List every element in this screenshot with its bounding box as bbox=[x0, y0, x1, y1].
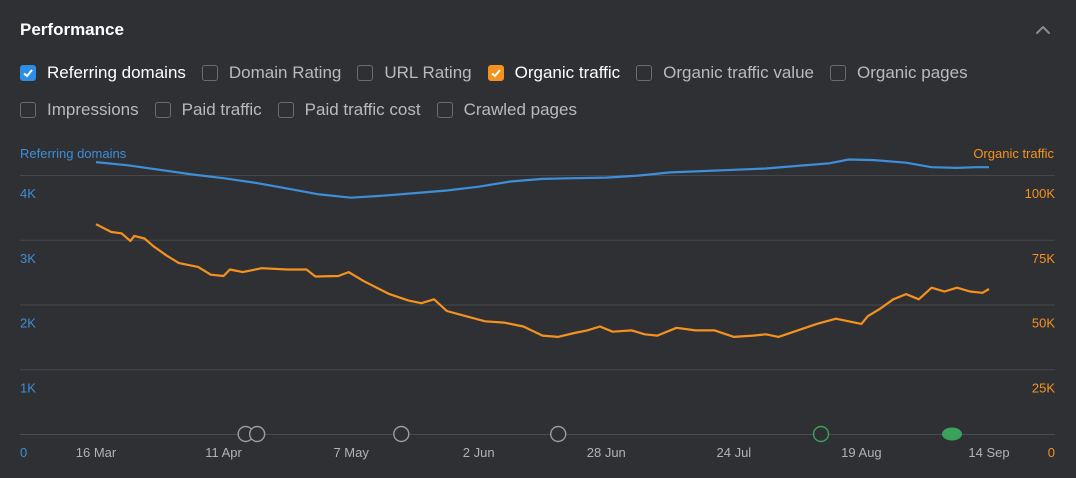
checkbox[interactable] bbox=[20, 102, 36, 118]
left-axis-tick: 1K bbox=[20, 380, 36, 395]
x-axis-tick: 11 Apr bbox=[205, 445, 242, 460]
checkbox[interactable] bbox=[201, 65, 218, 81]
checkbox[interactable] bbox=[277, 102, 294, 118]
metric-paid-traffic-cost[interactable]: Paid traffic cost bbox=[277, 100, 421, 120]
x-axis-tick: 14 Sep bbox=[968, 445, 1009, 460]
metric-crawled-pages[interactable]: Crawled pages bbox=[436, 100, 577, 120]
checkbox[interactable] bbox=[154, 102, 171, 118]
metric-organic-traffic-value[interactable]: Organic traffic value bbox=[636, 63, 814, 83]
metric-paid-traffic[interactable]: Paid traffic bbox=[154, 100, 262, 120]
chevron-up-icon bbox=[1036, 26, 1050, 34]
metric-referring-domains[interactable]: Referring domains bbox=[20, 63, 186, 83]
google-update-icon bbox=[248, 425, 266, 443]
metric-organic-traffic[interactable]: Organic traffic bbox=[487, 63, 621, 83]
right-axis-tick: 0 bbox=[1048, 445, 1055, 460]
x-axis-tick: 19 Aug bbox=[841, 445, 882, 460]
metric-label: Domain Rating bbox=[228, 63, 342, 82]
right-axis-tick: 50K bbox=[1032, 316, 1055, 331]
right-axis-tick: 100K bbox=[1025, 186, 1056, 201]
metric-label: URL Rating bbox=[384, 63, 472, 82]
left-axis-tick: 4K bbox=[20, 186, 36, 201]
checkbox[interactable] bbox=[357, 65, 374, 81]
annotation-marker-icon bbox=[942, 427, 962, 441]
metric-url-rating[interactable]: URL Rating bbox=[357, 63, 472, 83]
metric-label: Paid traffic bbox=[181, 100, 262, 119]
left-axis-tick: 2K bbox=[20, 316, 36, 331]
right-axis-title: Organic traffic bbox=[973, 146, 1054, 161]
metric-label: Organic traffic bbox=[514, 63, 621, 82]
metric-domain-rating[interactable]: Domain Rating bbox=[201, 63, 342, 83]
metric-impressions[interactable]: Impressions bbox=[20, 100, 139, 120]
metric-organic-pages[interactable]: Organic pages bbox=[830, 63, 968, 83]
series-line-organic-traffic bbox=[95, 223, 990, 338]
left-axis-tick: 3K bbox=[20, 251, 36, 266]
checkbox[interactable] bbox=[830, 65, 846, 81]
x-axis-tick: 16 Mar bbox=[76, 445, 117, 460]
x-axis-tick: 24 Jul bbox=[717, 445, 752, 460]
left-axis-tick: 0 bbox=[20, 445, 27, 460]
metric-label: Paid traffic cost bbox=[304, 100, 421, 119]
checkbox[interactable] bbox=[487, 65, 504, 81]
x-axis-tick: 28 Jun bbox=[587, 445, 626, 460]
google-update-icon bbox=[393, 425, 410, 443]
metric-label: Crawled pages bbox=[463, 100, 577, 119]
metric-label: Referring domains bbox=[47, 63, 186, 82]
series-line-referring-domains bbox=[95, 158, 989, 199]
left-axis-title: Referring domains bbox=[20, 146, 127, 161]
right-axis-tick: 75K bbox=[1032, 251, 1055, 266]
metric-label: Organic pages bbox=[857, 63, 968, 82]
metric-row-2: Impressions Paid traffic Paid traffic co… bbox=[20, 97, 1060, 123]
checkbox[interactable] bbox=[636, 65, 653, 81]
checkbox[interactable] bbox=[436, 102, 453, 118]
x-axis-tick: 7 May bbox=[333, 445, 369, 460]
x-axis-tick: 2 Jun bbox=[463, 445, 495, 460]
metric-toggles: Referring domains Domain Rating URL Rati… bbox=[20, 60, 1060, 134]
right-axis-tick: 25K bbox=[1032, 380, 1055, 395]
checkbox[interactable] bbox=[20, 65, 36, 81]
metric-label: Organic traffic value bbox=[663, 63, 814, 82]
collapse-button[interactable] bbox=[1032, 20, 1054, 40]
metric-label: Impressions bbox=[47, 100, 139, 119]
panel-title: Performance bbox=[20, 20, 124, 39]
metric-row-1: Referring domains Domain Rating URL Rati… bbox=[20, 60, 1060, 86]
google-update-icon bbox=[550, 425, 567, 443]
google-update-icon bbox=[812, 425, 830, 443]
